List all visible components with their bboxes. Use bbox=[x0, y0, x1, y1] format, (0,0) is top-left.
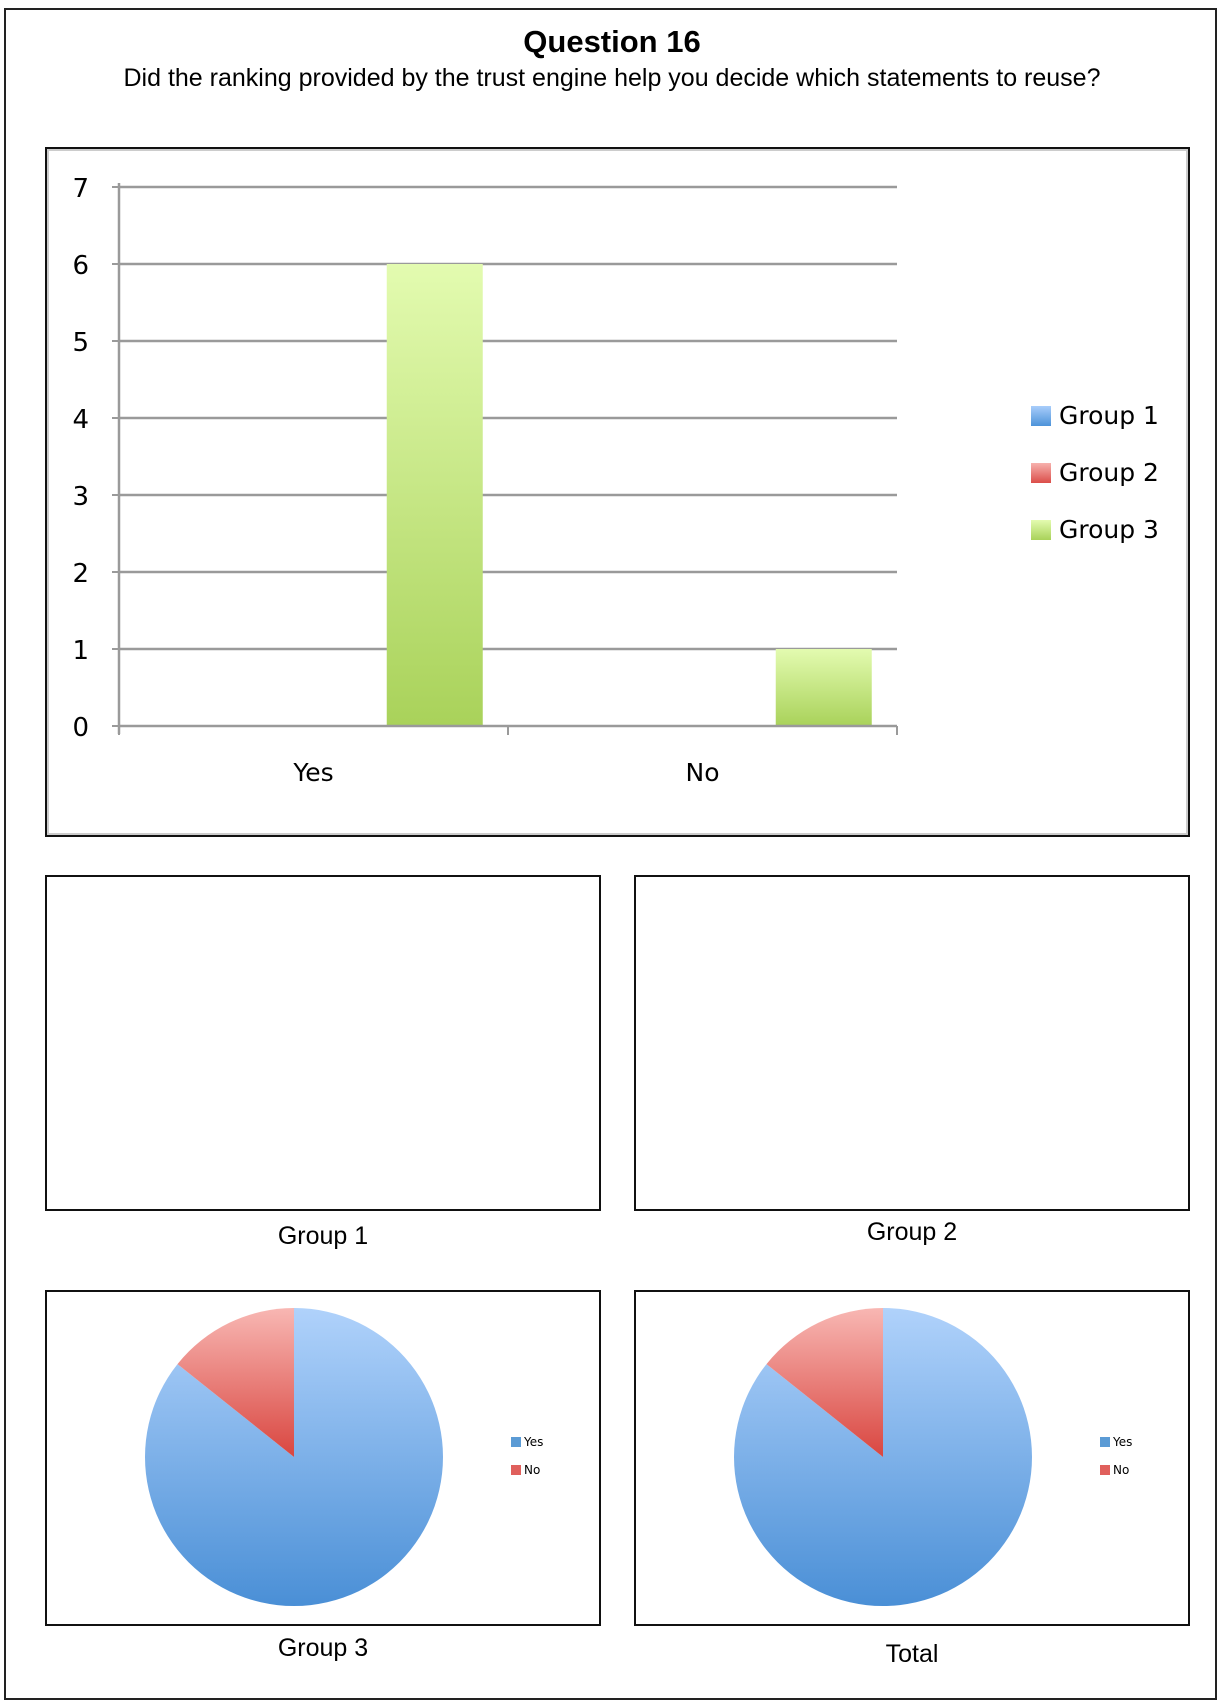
x-tick-label: Yes bbox=[292, 758, 333, 787]
total-caption: Total bbox=[885, 1640, 939, 1668]
pie-slice bbox=[766, 1308, 883, 1457]
legend-swatch bbox=[511, 1437, 521, 1447]
bar bbox=[775, 649, 872, 726]
x-tick-label: No bbox=[686, 758, 720, 787]
group1-pie-chart bbox=[47, 877, 599, 1209]
legend-swatch bbox=[1031, 463, 1051, 483]
y-tick-label: 2 bbox=[72, 559, 89, 589]
y-tick-label: 5 bbox=[72, 328, 89, 358]
total-pie-panel: Yes No bbox=[634, 1290, 1190, 1626]
total-pie-chart: Yes No bbox=[734, 1308, 1132, 1606]
bar bbox=[386, 264, 483, 726]
y-tick-label: 1 bbox=[72, 636, 89, 666]
pie-slice bbox=[177, 1308, 294, 1457]
y-tick-label: 6 bbox=[72, 251, 89, 281]
legend-swatch bbox=[1031, 520, 1051, 540]
legend-swatch bbox=[511, 1465, 521, 1475]
legend-label: Group 2 bbox=[1059, 458, 1159, 487]
group1-caption: Group 1 bbox=[277, 1222, 369, 1250]
y-tick-label: 0 bbox=[72, 713, 89, 743]
group3-caption: Group 3 bbox=[277, 1634, 369, 1662]
group2-pie-panel bbox=[634, 875, 1190, 1211]
question-text: Did the ranking provided by the trust en… bbox=[123, 64, 1101, 92]
group3-pie-panel: Yes No bbox=[45, 1290, 601, 1626]
legend-swatch bbox=[1100, 1437, 1110, 1447]
bar-chart-panel: 0 1 2 3 4 5 6 7 Yes No Group 1 Group 2 Group 3 bbox=[45, 147, 1190, 837]
page-title: Question 16 bbox=[523, 24, 701, 59]
bar-chart: 0 1 2 3 4 5 6 7 Yes No Group 1 Group 2 Group 3 bbox=[72, 174, 1159, 787]
group2-pie-chart bbox=[636, 877, 1188, 1209]
pie-slice bbox=[145, 1308, 444, 1606]
group1-pie-panel bbox=[45, 875, 601, 1211]
legend-label: Group 3 bbox=[1059, 515, 1159, 544]
y-tick-label: 7 bbox=[72, 174, 89, 204]
legend-swatch bbox=[1031, 406, 1051, 426]
legend-label: Yes bbox=[523, 1435, 543, 1449]
group3-pie-chart: Yes No bbox=[145, 1308, 543, 1606]
y-tick-label: 4 bbox=[72, 405, 89, 435]
legend-label: Yes bbox=[1112, 1435, 1132, 1449]
group2-caption: Group 2 bbox=[866, 1218, 958, 1246]
legend-label: No bbox=[524, 1463, 540, 1477]
legend-label: No bbox=[1113, 1463, 1129, 1477]
legend-swatch bbox=[1100, 1465, 1110, 1475]
y-tick-label: 3 bbox=[72, 482, 89, 512]
legend-label: Group 1 bbox=[1059, 401, 1159, 430]
